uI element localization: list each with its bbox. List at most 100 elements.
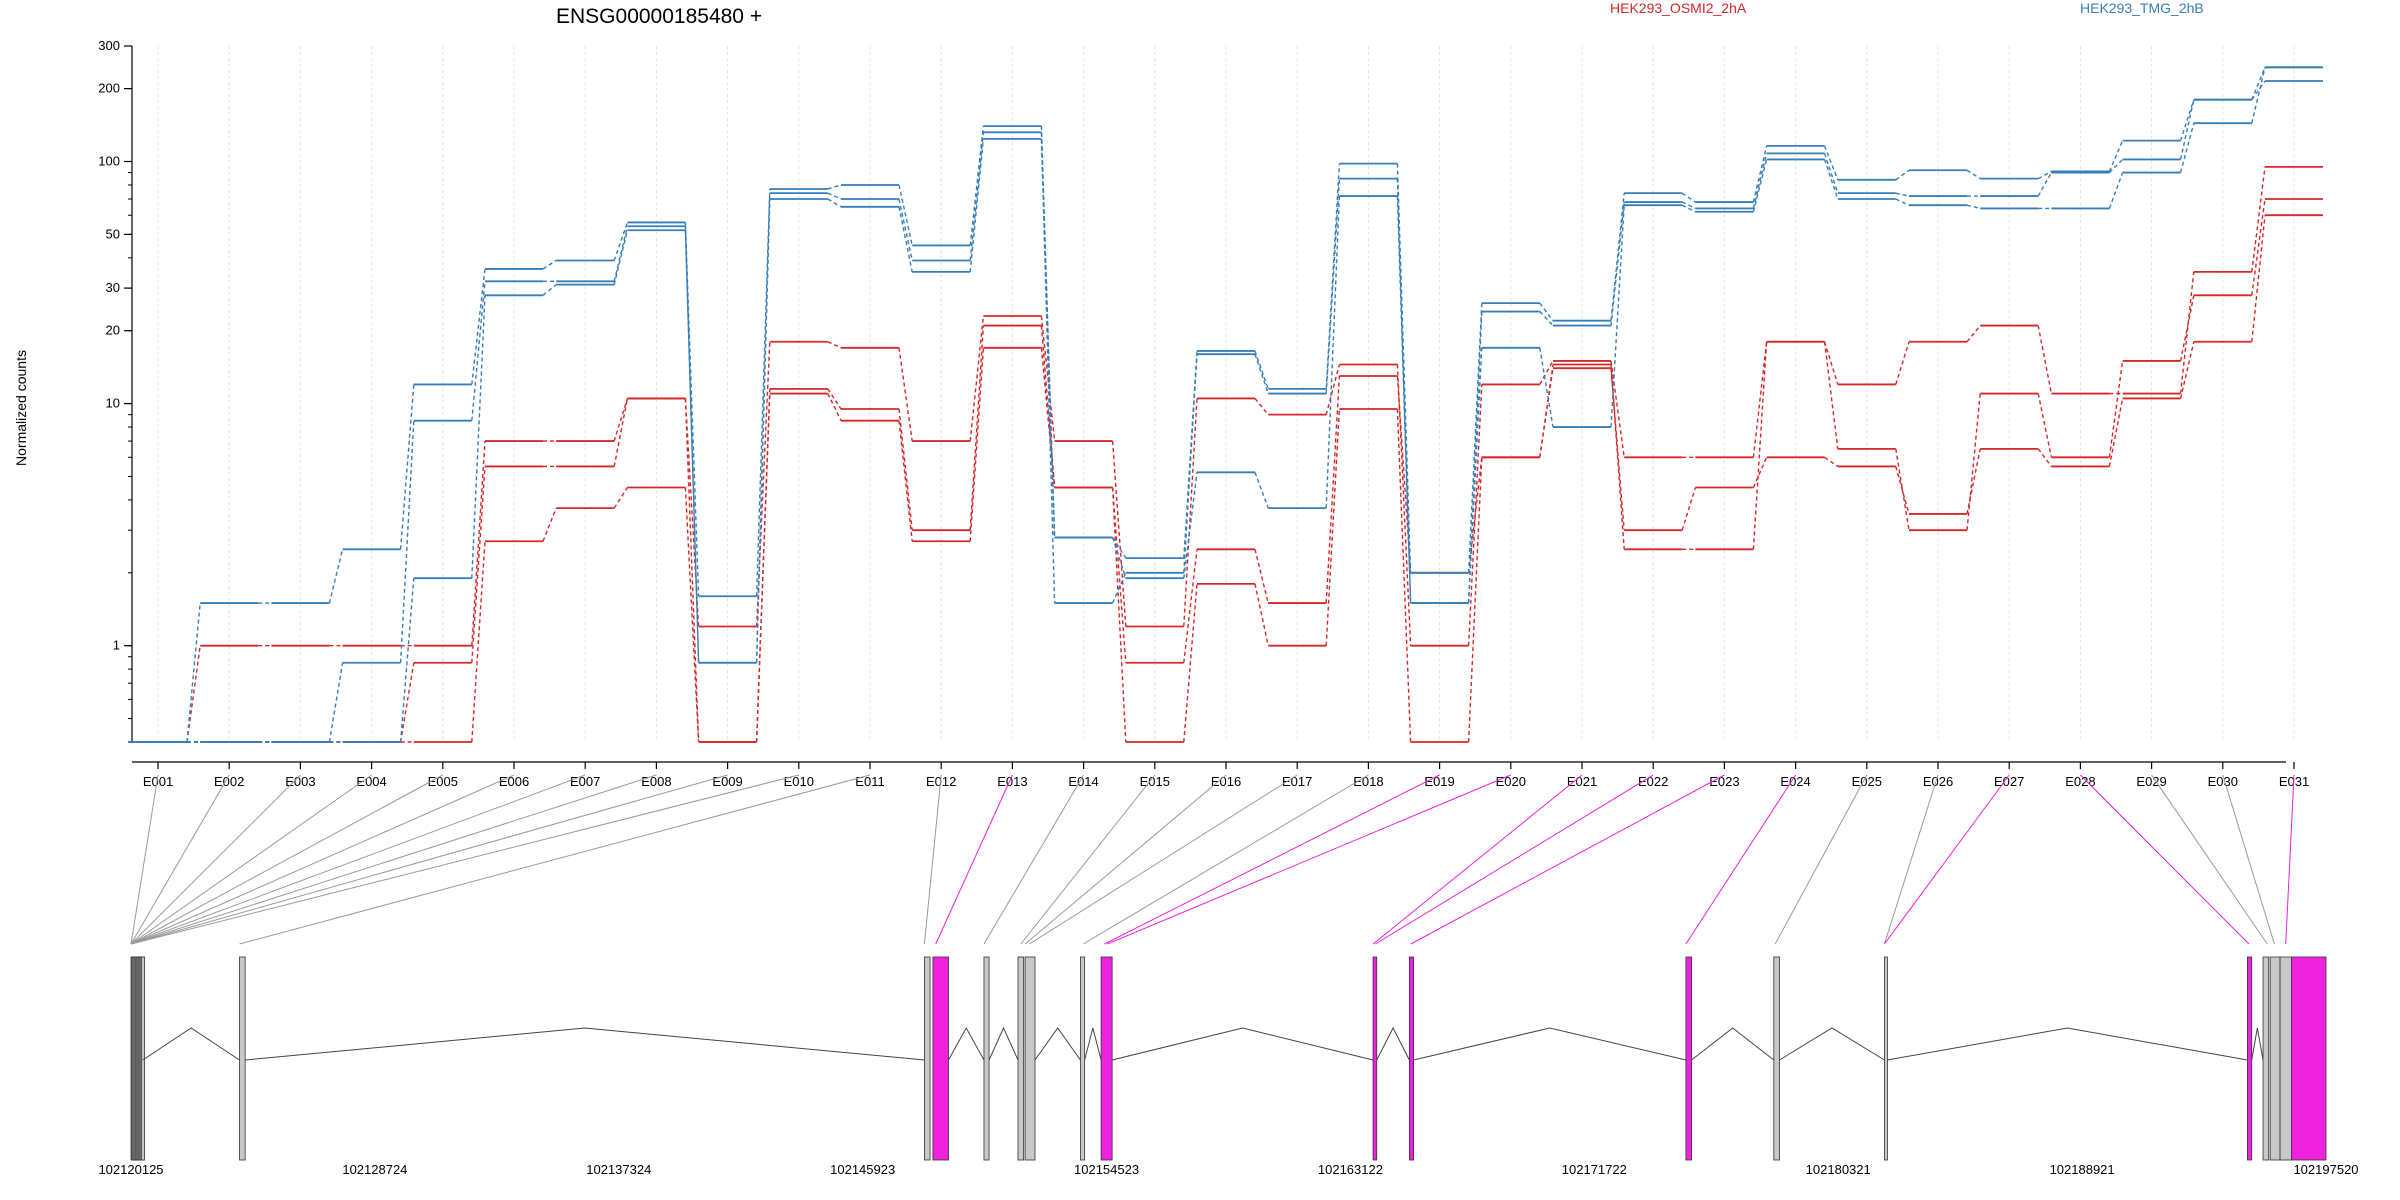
series-lines [129,66,2323,743]
exon-box-e015 [1017,956,1025,1161]
series-transition [328,662,344,743]
series-transition [1396,163,1412,573]
connector-e020 [1107,774,1511,945]
series-transition [613,398,629,442]
series-transition [2037,448,2052,467]
intron-line [1887,1027,2248,1061]
connector-e018 [1082,774,1369,945]
legend-item-osmi2: HEK293_OSMI2_2hA [1610,0,1747,16]
connector-e007 [130,774,586,945]
series-transition [1467,384,1483,646]
series-transition [1752,341,1768,550]
exon-box-e016 [1024,956,1036,1161]
intron-line [1779,1027,1885,1061]
x-tick-label-e026: E026 [1923,774,1953,789]
series-transition [2251,166,2266,272]
series-transition [1610,193,1625,321]
connector-e017 [1029,774,1298,945]
series-transition [1539,368,1554,458]
connector-e004 [130,774,372,945]
exon-connectors [130,774,2295,945]
series-transition [1539,347,1554,428]
connector-e013 [935,774,1013,945]
series-transition [2037,393,2053,458]
connector-e021 [1372,774,1583,945]
series-transition [1111,441,1127,627]
x-tick-label-e011: E011 [855,774,884,789]
series-transition [613,230,629,285]
x-tick-label-e028: E028 [2065,774,2095,789]
series-transition [1966,204,1981,210]
connector-e024 [1685,774,1797,945]
series-transition [2251,67,2266,100]
intron-line [1691,1027,1775,1061]
series-transition [1539,311,1554,327]
series-transition [1823,159,1839,200]
series-transition [2108,398,2124,467]
exon-box-e020 [1408,956,1415,1161]
series-transition [1823,341,1839,385]
x-tick-label-e013: E013 [997,774,1027,789]
genomic-coord-label: 102137324 [586,1162,651,1177]
series-transition [1254,398,1269,416]
x-tick-label-e012: E012 [926,774,956,789]
series-transition [399,578,415,743]
series-transition [684,222,700,597]
series-transition [1681,204,1696,213]
series-transition [471,281,486,421]
x-tick-label-e007: E007 [570,774,600,789]
exon-box-e028 [2290,956,2327,1161]
series-transition [827,341,842,349]
x-tick-label-e001: E001 [143,774,173,789]
series-transition [1752,159,1768,212]
series-transition [898,420,913,542]
series-transition [1539,360,1554,385]
series-transition [399,420,415,663]
y-tick-label: 1 [113,638,120,653]
x-tick-label-e003: E003 [285,774,315,789]
series-transition [684,398,700,743]
y-tick-label: 200 [98,81,120,96]
series-transition [898,198,913,261]
axes: 1 10 20 30 50 100 200 300 E001 E002 E003 E004 E005 E0… [98,38,2309,789]
connector-e001 [130,774,159,945]
y-tick-label: 20 [106,323,120,338]
series-transition [471,268,486,385]
series-transition [2108,360,2124,458]
series-transition [542,259,557,270]
x-tick-label-e006: E006 [499,774,529,789]
series-transition [1183,354,1198,573]
genomic-coord-label: 102197520 [2293,1162,2358,1177]
series-transition [2251,80,2266,101]
genomic-coord-label: 102163122 [1318,1162,1383,1177]
y-tick-label: 100 [98,154,120,169]
series-transition [827,393,842,421]
x-tick-label-e022: E022 [1638,774,1668,789]
connector-e002 [130,774,230,945]
series-transition [2108,140,2124,172]
series-transition [1752,457,1768,488]
genomic-coord-label: 102154523 [1074,1162,1139,1177]
series-transition [2037,170,2052,180]
series-transition [969,132,985,261]
series-transition [1254,353,1269,394]
x-tick-label-e010: E010 [784,774,814,789]
series-transition [1539,302,1554,322]
connector-e028 [2080,774,2250,945]
series-transition [1040,138,1056,538]
series-transition [2037,172,2053,197]
connector-e003 [130,774,301,945]
series-5 [129,66,2323,743]
series-transition [898,184,913,246]
connector-e005 [130,774,444,945]
series-transition [969,138,985,272]
connector-e015 [1020,774,1156,945]
series-transition [2251,67,2266,124]
connector-e016 [1024,774,1227,945]
genomic-coord-label: 102171722 [1562,1162,1627,1177]
series-transition [1610,368,1625,531]
connector-e026 [1883,774,1939,945]
series-transition [827,192,842,200]
series-transition [471,441,486,646]
